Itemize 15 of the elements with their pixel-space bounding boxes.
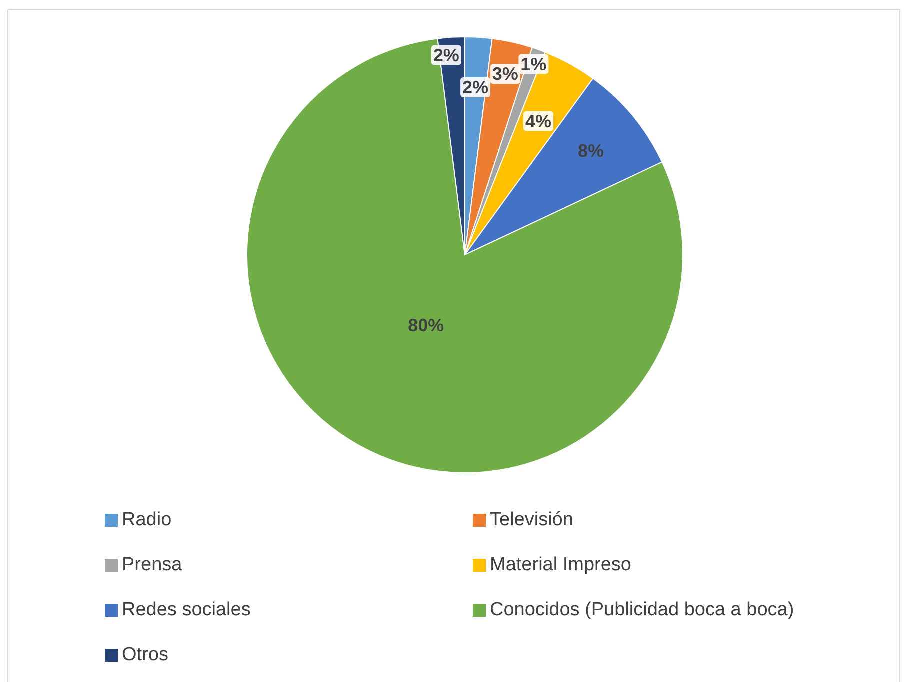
data-label: 1% [520,54,547,74]
data-label: 8% [578,140,604,161]
legend-label: Otros [122,644,168,666]
legend-label: Material Impreso [490,554,632,576]
data-label: 2% [433,45,460,66]
pie-slice [246,38,684,474]
legend-label: Conocidos (Publicidad boca a boca) [490,600,794,620]
legend-label: Redes sociales [122,600,251,620]
data-label: 3% [492,64,518,84]
legend-label: Prensa [122,554,183,576]
data-label: 4% [526,111,552,132]
legend-label: Televisión [490,510,574,530]
legend-label: Radio [122,510,172,530]
data-label: 80% [408,316,444,336]
data-label: 2% [462,77,489,98]
